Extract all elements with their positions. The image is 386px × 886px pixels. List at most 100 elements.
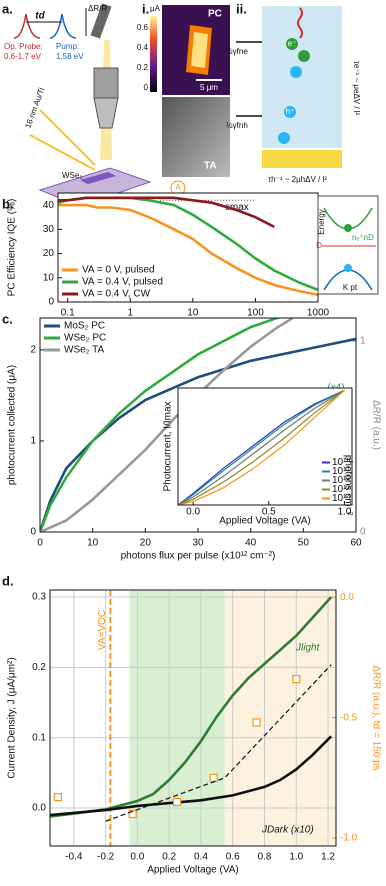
data-line (40, 318, 294, 532)
y2-tick-label: -1.0 (340, 833, 358, 844)
x-axis-label: Applied Voltage (VA) (219, 516, 311, 527)
hole-label: h⁺ (286, 107, 295, 116)
electron (286, 38, 298, 50)
x-tick-label: 1.0 (337, 507, 351, 518)
beam (29, 134, 96, 171)
legend-label: 10¹⁴ (332, 493, 351, 504)
probe-label: Op. Probe: (4, 42, 43, 51)
panel-label: ii. (236, 1, 247, 16)
reference-label: VA=VOC (97, 610, 108, 650)
y-axis-label: Photocurrent, I/Imax (163, 401, 174, 491)
band-inset: D Energy K pt nₑ⁺nD (316, 195, 379, 295)
data-line (105, 664, 332, 822)
colorbar-tick: 0.4 (137, 43, 149, 52)
series-label: JDark (x10) (261, 825, 314, 836)
beam (39, 109, 96, 166)
y-tick-label: 0.2 (32, 662, 46, 673)
panel-label: c. (2, 311, 13, 326)
inset-frame (317, 195, 379, 295)
pump-label: Pump: (56, 42, 79, 51)
x-tick-label: 1.0 (289, 852, 303, 863)
reference-label: εmax (225, 202, 248, 213)
data-line (58, 196, 275, 229)
x-tick-label: 0.2 (162, 852, 176, 863)
electron-time: τe⁻¹ ~ μeΔV / l² (352, 61, 361, 116)
data-marker (128, 809, 137, 819)
x-tick-label: 30 (192, 538, 204, 549)
mirror (90, 3, 112, 39)
y2-tick-label: 0 (360, 527, 366, 538)
plot-frame (177, 387, 353, 506)
pump-energy: 1.58 eV (56, 52, 84, 61)
x-tick-label: 0 (37, 538, 43, 549)
panel-label: b. (2, 196, 14, 211)
y-tick-label: 0.3 (32, 592, 46, 603)
x-tick-label: -0.2 (97, 852, 115, 863)
colorbar-tick: 0.2 (137, 63, 149, 72)
delay-label: td (35, 11, 45, 22)
flake (80, 172, 116, 184)
x-tick-label: -0.4 (65, 852, 83, 863)
data-marker (173, 797, 182, 807)
x-axis-label: photons flux per pulse (x10¹² cm⁻²) (121, 551, 276, 562)
defect-label: D (316, 241, 322, 250)
y2-tick-label: -0.5 (340, 712, 358, 723)
y-tick-label: 40 (43, 200, 55, 211)
objective (93, 67, 119, 99)
x-axis-label: Applied Voltage (VA) (147, 865, 239, 876)
legend-title: photons cm⁻² (342, 455, 353, 516)
x-tick-label: 10 (87, 538, 99, 549)
x-tick-label: 0.8 (258, 852, 272, 863)
y-tick-label: 1 (30, 436, 36, 447)
signal-label: ΔR/R (88, 4, 107, 13)
colorbar-unit: μA (150, 4, 161, 13)
hole-rate: ½γfnh (226, 121, 248, 130)
hole (290, 66, 302, 78)
x-tick-label: 10 (187, 308, 199, 319)
x-tick-label: 40 (245, 538, 257, 549)
legend-label: WSe₂ TA (64, 345, 105, 356)
series-label: Jlight (295, 643, 321, 654)
legend-label: 10¹¹ (332, 466, 350, 477)
panel-label: d. (2, 573, 14, 588)
hole (284, 106, 296, 118)
pc-hotspot (191, 32, 208, 68)
y-axis-label: Current Density, J (μA/μm²) (7, 657, 18, 778)
x-tick-label: 0.5 (262, 507, 276, 518)
electron-rate: ½γfne (226, 47, 248, 56)
energy-label: Energy (317, 209, 326, 234)
y-tick-label: 0.0 (32, 803, 46, 814)
electron-label: e⁻ (288, 39, 297, 48)
plot-frame (49, 589, 337, 847)
legend-label: 10¹² (332, 475, 350, 486)
ammeter-label: A (175, 183, 181, 192)
y-tick-label: 0.1 (32, 732, 46, 743)
x-tick-label: 1.2 (321, 852, 335, 863)
data-line (50, 596, 333, 818)
photon (297, 7, 303, 39)
kpoint-label: K pt (343, 283, 358, 292)
charts: 0.11101001000010203040εmaxphoton flux pe… (7, 192, 381, 876)
y-tick-label: 10 (43, 272, 55, 283)
data-line (40, 318, 281, 532)
y2-axis-label: ΔR/R (a.u.), td = 150 ps (370, 665, 381, 770)
legend-label: VA = 0.4 V, CW (82, 289, 151, 300)
band-region (262, 6, 342, 148)
data-line (178, 389, 345, 505)
y-axis-label: photocurrent collected (μA) (7, 365, 18, 485)
legend-label: VA = 0 V, pulsed (82, 265, 155, 276)
hole-time: τh⁻¹ ~ 2μhΔV / l² (268, 175, 327, 184)
y2-axis-label: ΔR/R (a.u.) (370, 400, 381, 450)
x-tick-label: 60 (350, 538, 362, 549)
x-tick-label: 20 (140, 538, 152, 549)
density-label: nₑ⁺nD (352, 233, 374, 242)
data-marker (209, 773, 218, 782)
electron (344, 224, 352, 232)
data-line (178, 389, 345, 505)
y-axis-label: PC Efficiency IQE (%) (7, 199, 18, 297)
y-tick-label: 2 (30, 345, 36, 356)
colorbar (150, 16, 157, 92)
hole (344, 264, 352, 272)
data-line (178, 389, 345, 505)
x-tick-label: 1 (127, 308, 133, 319)
